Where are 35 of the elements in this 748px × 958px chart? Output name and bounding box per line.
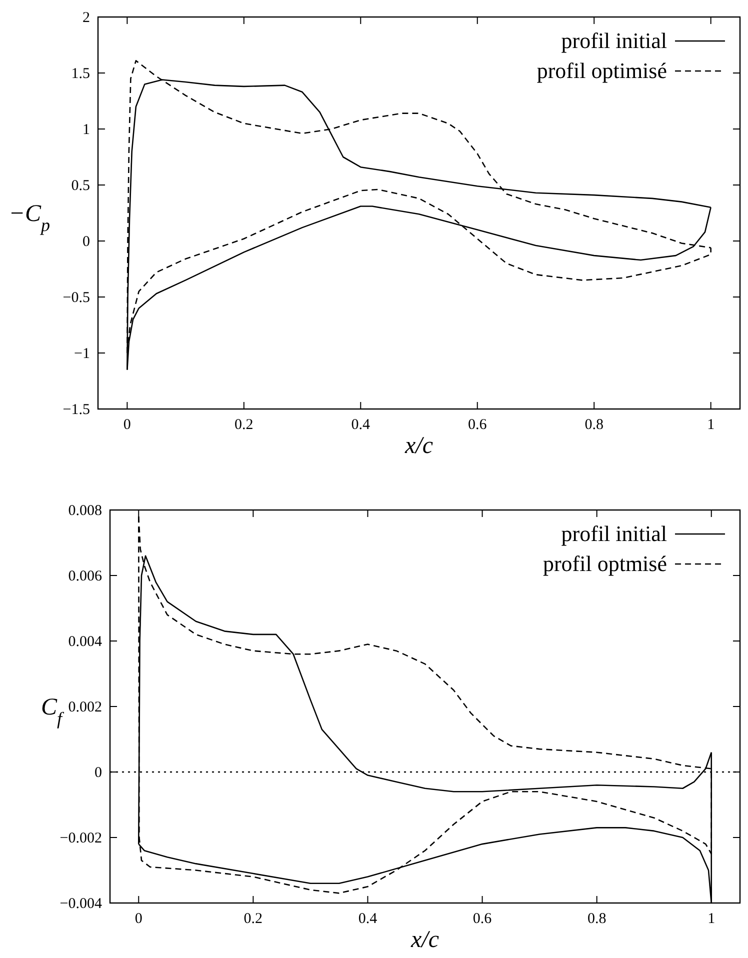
x-tick-label: 0: [134, 911, 142, 927]
y-tick-label: −0.5: [62, 290, 90, 306]
y-tick-label: 0.006: [68, 568, 102, 584]
legend-label: profil initial: [561, 521, 667, 546]
y-tick-label: −0.002: [60, 830, 102, 846]
x-tick-label: 0.6: [468, 417, 488, 433]
y-axis-title: C$_{f}$: [40, 694, 65, 728]
legend-label: profil optimisé: [536, 58, 667, 83]
x-axis-title: x/c: [410, 927, 440, 953]
y-axis-title: −C$_{p}$: [8, 201, 50, 235]
y-tick-label: 0: [82, 234, 90, 250]
x-tick-label: 0.6: [472, 911, 492, 927]
y-tick-label: 0.002: [68, 700, 102, 716]
x-tick-label: 0.2: [234, 417, 254, 433]
y-tick-label: 0.008: [68, 503, 102, 519]
x-axis-title: x/c: [404, 433, 434, 459]
y-tick-label: 0.5: [71, 178, 90, 194]
x-tick-label: 0.8: [587, 911, 606, 927]
legend-label: profil initial: [561, 28, 667, 53]
y-tick-label: −1: [74, 346, 90, 362]
y-tick-label: 1: [82, 122, 90, 138]
y-tick-label: −0.004: [60, 896, 102, 912]
x-tick-label: 1: [707, 417, 715, 433]
y-tick-label: −1.5: [62, 402, 90, 418]
legend-label: profil optmisé: [542, 551, 667, 576]
x-tick-label: 0.4: [358, 911, 378, 927]
x-tick-label: 0: [123, 417, 131, 433]
x-tick-label: 0.2: [244, 911, 263, 927]
y-tick-label: 1.5: [71, 66, 90, 82]
y-tick-label: 0.004: [68, 634, 102, 650]
x-tick-label: 0.4: [351, 417, 371, 433]
y-tick-label: 0: [94, 765, 102, 781]
x-tick-label: 0.8: [584, 417, 604, 433]
y-tick-label: 2: [82, 10, 90, 26]
x-tick-label: 1: [708, 911, 716, 927]
